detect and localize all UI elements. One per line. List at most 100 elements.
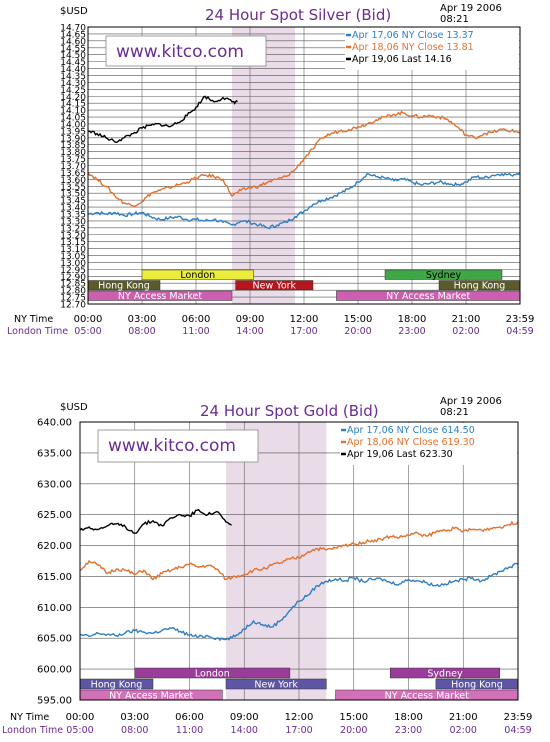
legend-entry: Apr 17,06 NY Close 13.37 [352, 30, 474, 41]
x-tick-label: 03:00 [120, 712, 149, 723]
session-bar [134, 667, 291, 679]
gold-series [79, 508, 519, 642]
y-tick-label: 600.00 [37, 665, 72, 676]
y-tick-label: 12.80 [60, 287, 86, 297]
y-tick-label: 14.35 [60, 72, 86, 82]
x-tick-label: 18:00 [394, 712, 423, 723]
x-tick-label: 00:00 [66, 712, 95, 723]
x-tick-label: 04:59 [506, 326, 533, 337]
session-label: NY Access Market [385, 691, 469, 702]
session-label: London [180, 270, 215, 281]
y-tick-label: 14.30 [60, 79, 86, 89]
gold-london-time-label: London Time [2, 725, 63, 736]
session-label: Hong Kong [91, 680, 143, 691]
legend-entry: Apr 19,06 Last 623.30 [347, 449, 453, 460]
x-tick-label: 23:59 [506, 314, 535, 325]
x-tick-label: 08:00 [121, 725, 148, 736]
x-tick-label: 12:00 [290, 314, 319, 325]
gold-x-axis: 00:00 03:00 06:00 09:00 12:00 15:00 18:00 21:00… [66, 712, 533, 736]
y-tick-label: 14.70 [60, 24, 86, 34]
x-tick-label: 14:00 [236, 326, 263, 337]
x-tick-label: 06:00 [182, 314, 211, 325]
x-tick-label: 11:00 [176, 725, 203, 736]
session-bar [235, 280, 314, 291]
gold-plot-frame [79, 421, 519, 701]
y-tick-label: 12.95 [60, 266, 86, 276]
silver-plot-frame [87, 26, 521, 305]
y-tick-label: 13.95 [60, 127, 86, 137]
ny-session-shade [226, 422, 327, 700]
session-label: London [195, 669, 230, 680]
x-tick-label: 08:00 [128, 326, 155, 337]
y-tick-label: 635.00 [37, 448, 72, 459]
y-tick-label: 14.65 [60, 30, 86, 40]
session-label: Hong Kong [451, 680, 503, 691]
x-tick-label: 14:00 [231, 725, 258, 736]
y-tick-label: 610.00 [37, 603, 72, 614]
session-bar [225, 678, 327, 690]
y-tick-label: 640.00 [37, 418, 72, 429]
silver-date: Apr 19 2006 [440, 3, 502, 14]
y-tick-label: 13.50 [60, 190, 86, 200]
x-tick-label: 11:00 [182, 326, 209, 337]
silver-legend-box [345, 28, 519, 70]
y-tick-label: 13.70 [60, 162, 86, 172]
silver-y-axis: 14.7014.6514.6014.5514.5014.4514.4014.35… [60, 24, 86, 311]
x-tick-label: 20:00 [340, 725, 367, 736]
session-label: NY Access Market [386, 291, 470, 302]
series-line [79, 508, 232, 534]
session-bar [390, 667, 500, 679]
session-label: NY Access Market [109, 691, 193, 702]
x-tick-label: 20:00 [344, 326, 371, 337]
y-tick-label: 13.05 [60, 252, 86, 262]
gold-title: 24 Hour Spot Gold (Bid) [200, 402, 379, 420]
x-tick-label: 06:00 [175, 712, 204, 723]
x-tick-label: 23:00 [398, 326, 425, 337]
y-tick-label: 14.40 [60, 65, 86, 75]
gold-brand-box [97, 429, 259, 463]
x-tick-label: 15:00 [339, 712, 368, 723]
y-tick-label: 14.10 [60, 107, 86, 117]
series-line [79, 562, 519, 642]
gold-ny-time-label: NY Time [10, 712, 49, 723]
y-tick-label: 13.15 [60, 238, 86, 248]
silver-title: 24 Hour Spot Silver (Bid) [205, 6, 391, 24]
y-tick-label: 14.15 [60, 100, 86, 110]
session-bar [384, 269, 503, 280]
y-tick-label: 14.50 [60, 51, 86, 61]
y-tick-label: 14.20 [60, 93, 86, 103]
y-tick-label: 14.60 [60, 37, 86, 47]
silver-brand-box [105, 35, 267, 67]
session-bar [141, 269, 254, 280]
silver-london-time-label: London Time [7, 326, 68, 337]
session-label: Hong Kong [454, 281, 506, 292]
silver-x-axis: 00:00 03:00 06:00 09:00 12:00 15:00 18:00 21:00… [74, 314, 535, 337]
y-tick-label: 615.00 [37, 572, 72, 583]
silver-chart: $USD 24 Hour Spot Silver (Bid) Apr 19 20… [7, 3, 534, 337]
silver-time: 08:21 [440, 14, 469, 25]
y-tick-label: 12.75 [60, 294, 86, 304]
y-tick-label: 14.00 [60, 120, 86, 130]
x-tick-label: 02:00 [450, 725, 477, 736]
silver-series [87, 95, 521, 230]
gold-brand: www.kitco.com [108, 436, 236, 456]
session-label: Sydney [427, 669, 463, 680]
y-tick-label: 13.90 [60, 134, 86, 144]
x-tick-label: 02:00 [452, 326, 479, 337]
x-tick-label: 18:00 [398, 314, 427, 325]
y-tick-label: 13.45 [60, 197, 86, 207]
y-tick-label: 13.25 [60, 224, 86, 234]
x-tick-label: 12:00 [285, 712, 314, 723]
x-tick-label: 23:59 [504, 712, 533, 723]
y-tick-label: 13.80 [60, 148, 86, 158]
y-tick-label: 14.45 [60, 58, 86, 68]
session-label: Hong Kong [98, 281, 150, 292]
x-tick-label: 03:00 [128, 314, 157, 325]
x-tick-label: 21:00 [449, 712, 478, 723]
y-tick-label: 13.30 [60, 217, 86, 227]
x-tick-label: 05:00 [66, 725, 93, 736]
y-tick-label: 13.20 [60, 231, 86, 241]
